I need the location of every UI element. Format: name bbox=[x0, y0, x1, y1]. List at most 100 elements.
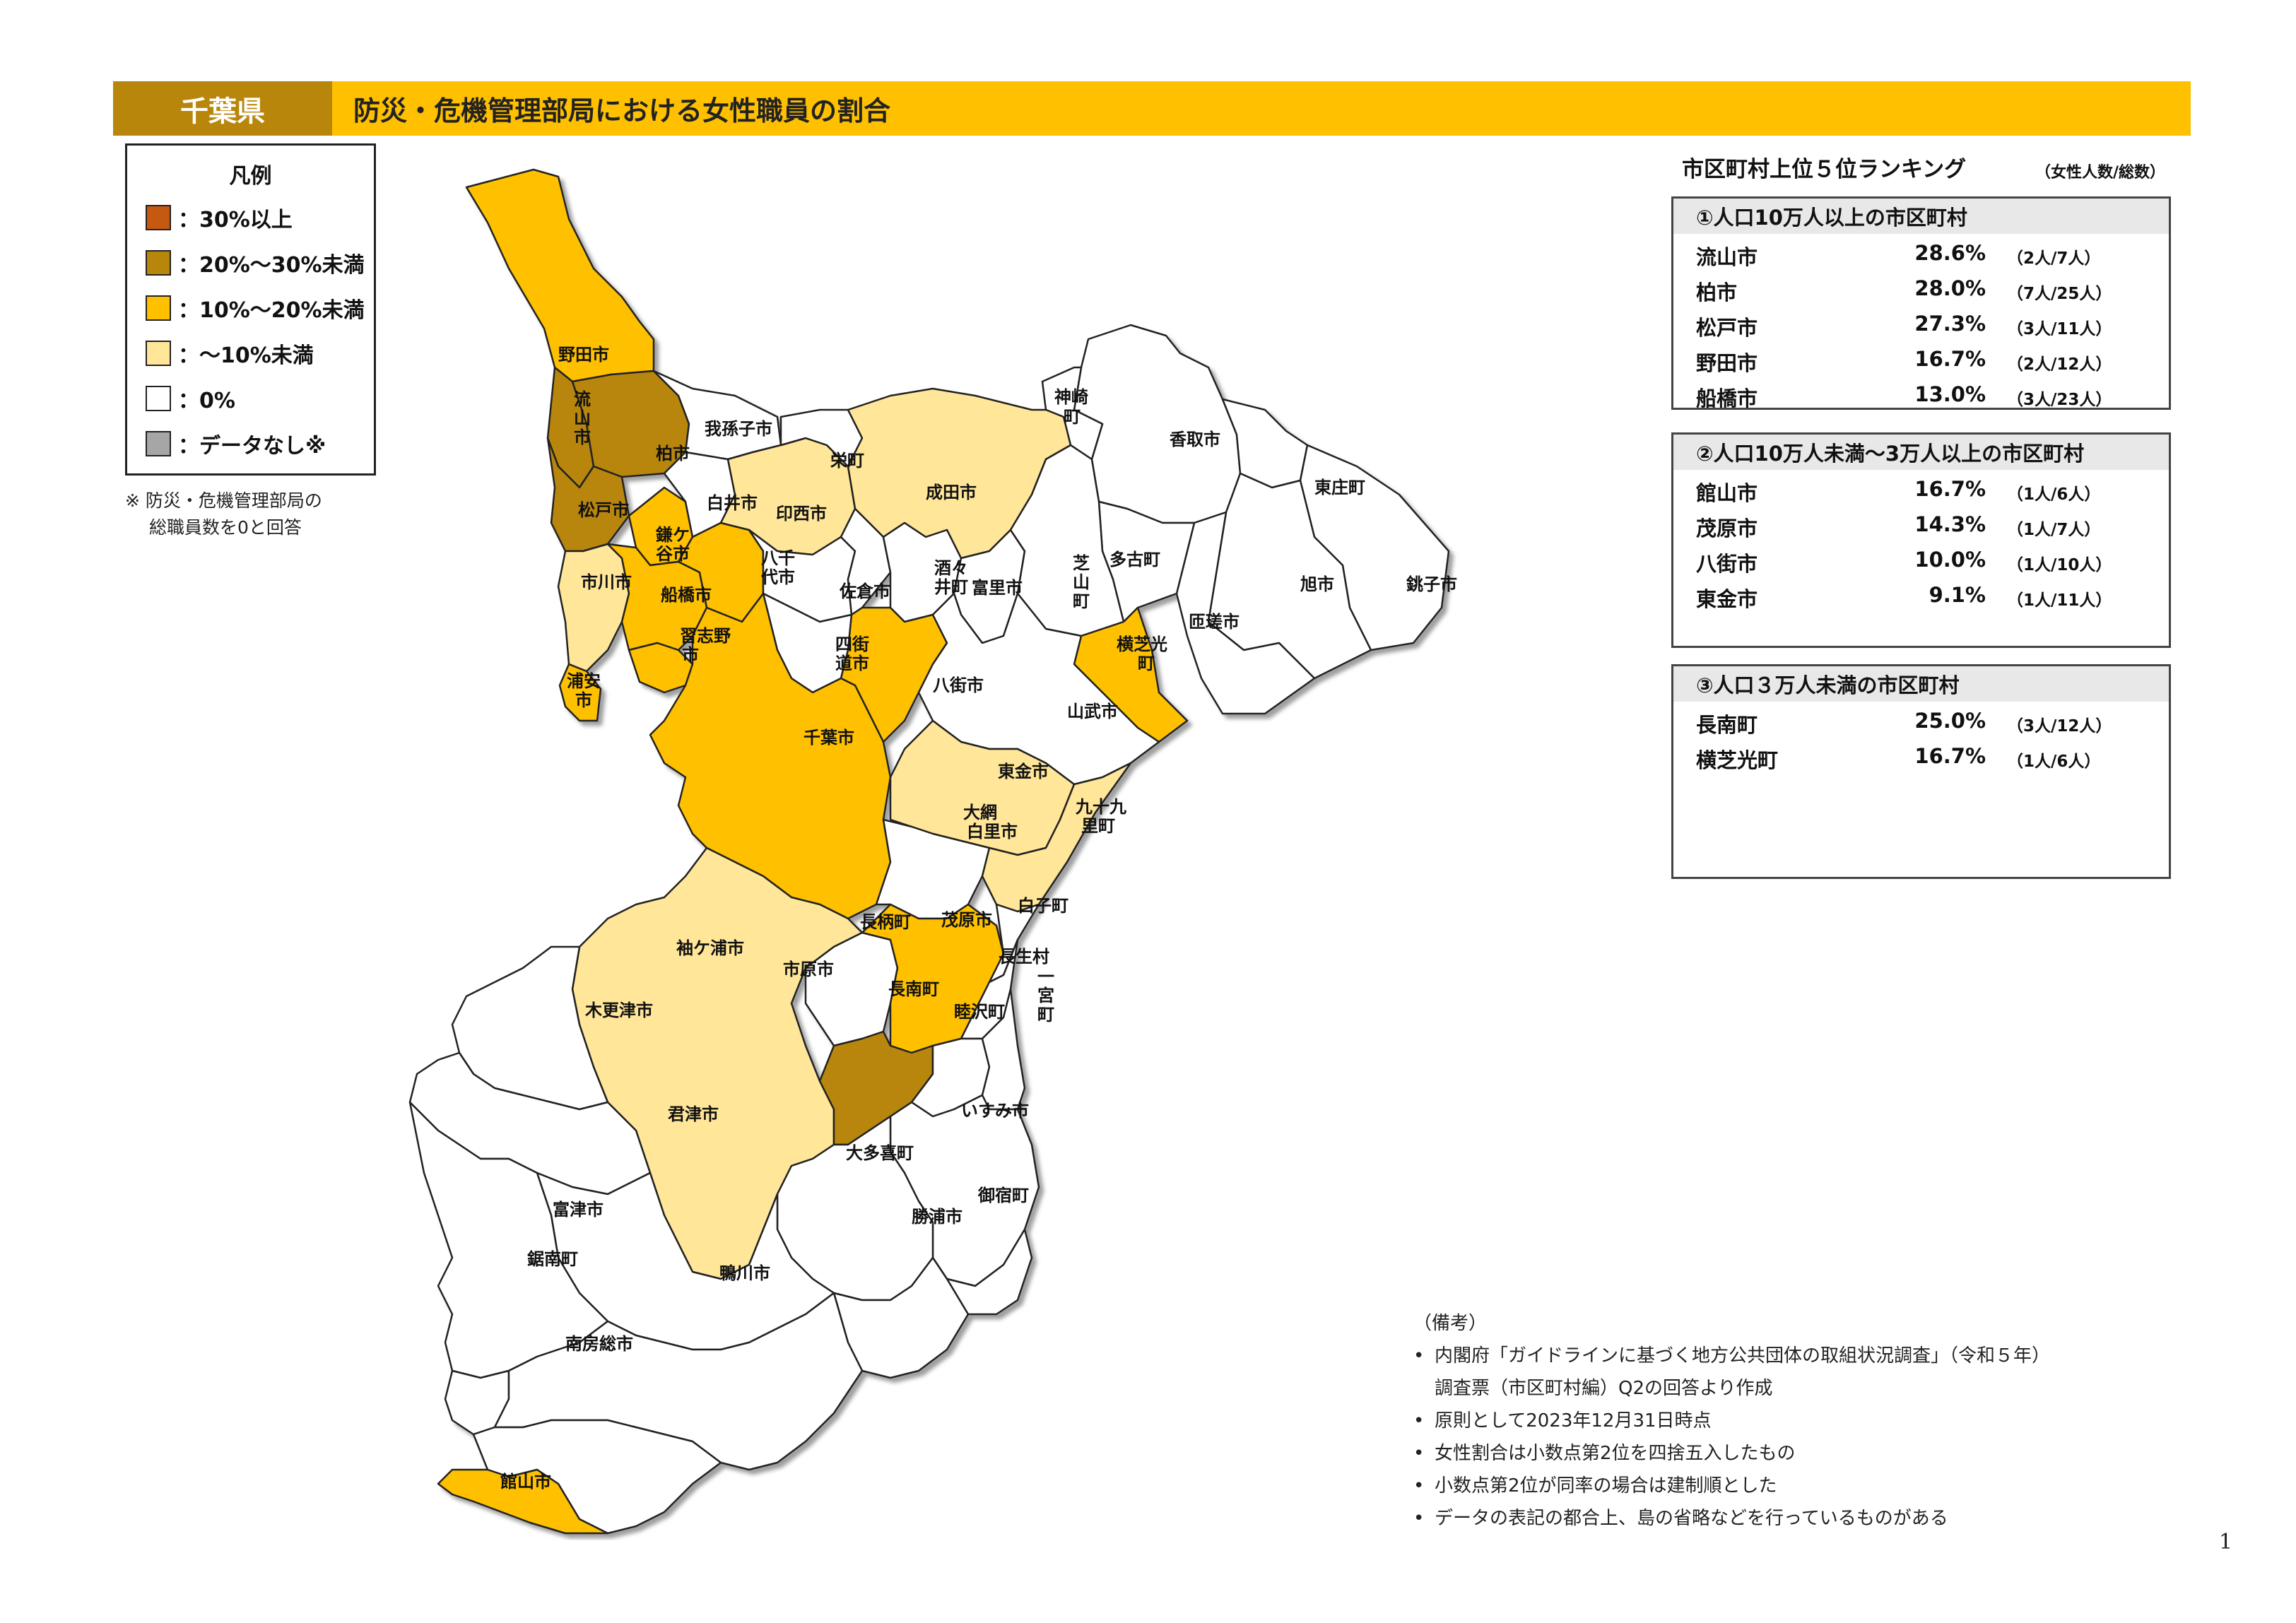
notes-heading: （備考） bbox=[1413, 1313, 1488, 1334]
label-sakae: 栄町 bbox=[830, 451, 864, 471]
label-sakura: 佐倉市 bbox=[839, 582, 890, 601]
ranking-heading: ①人口10万人以上の市区町村 bbox=[1673, 199, 2169, 234]
legend-label: ：30%以上 bbox=[178, 208, 293, 232]
rank-name: 柏市 bbox=[1696, 281, 1738, 305]
rank-count: （1人/7人） bbox=[2007, 521, 2101, 539]
rank-name: 館山市 bbox=[1696, 481, 1758, 505]
label-sammu: 山武市 bbox=[1067, 702, 1118, 721]
notes: （備考） 内閣府「ガイドラインに基づく地方公共団体の取組状況調査」（令和５年） … bbox=[1413, 1307, 2050, 1535]
label-mutsuzawa: 睦沢町 bbox=[954, 1002, 1005, 1022]
label-narashino-2: 市 bbox=[682, 645, 699, 665]
legend-label: ：10%～20%未満 bbox=[178, 298, 365, 323]
rank-pct: 25.0% bbox=[1914, 709, 1986, 733]
rank-name: 野田市 bbox=[1696, 351, 1758, 375]
ranking-row: 流山市 28.6% （2人/7人） bbox=[1696, 235, 2148, 271]
note-item: 原則として2023年12月31日時点 bbox=[1413, 1405, 2050, 1437]
rank-pct: 9.1% bbox=[1929, 583, 1986, 607]
label-sosa: 匝瑳市 bbox=[1189, 612, 1240, 632]
rank-pct: 16.7% bbox=[1914, 477, 1986, 501]
label-narashino-1: 習志野 bbox=[680, 626, 731, 646]
label-sodegaura: 袖ケ浦市 bbox=[676, 938, 744, 958]
label-shibayama-1: 芝 bbox=[1073, 553, 1090, 573]
region-ichikawa bbox=[557, 543, 630, 673]
label-yachimata: 八街市 bbox=[933, 675, 984, 695]
rank-count: （3人/12人） bbox=[2007, 717, 2112, 736]
label-urayasu-2: 市 bbox=[575, 690, 592, 710]
legend-item-30: ：30%以上 bbox=[146, 202, 293, 233]
ranking-box-3: ③人口３万人未満の市区町村 長南町 25.0% （3人/12人） 横芝光町 16… bbox=[1671, 664, 2171, 879]
rank-count: （7人/25人） bbox=[2007, 285, 2112, 303]
label-choshi: 銚子市 bbox=[1406, 574, 1457, 594]
label-ichinomiya-1: 一 bbox=[1037, 967, 1054, 986]
rank-pct: 16.7% bbox=[1914, 347, 1986, 371]
label-katori: 香取市 bbox=[1170, 430, 1220, 449]
label-nagareyama-1: 流 bbox=[574, 389, 591, 409]
label-chiba: 千葉市 bbox=[803, 728, 854, 748]
rank-count: （2人/7人） bbox=[2007, 249, 2101, 268]
note-item: データの表記の都合上、島の省略などを行っているものがある bbox=[1413, 1502, 2050, 1535]
region-tateyama bbox=[437, 1468, 609, 1535]
rank-name: 流山市 bbox=[1696, 245, 1758, 269]
ranking-box-1: ①人口10万人以上の市区町村 流山市 28.6% （2人/7人） 柏市 28.0… bbox=[1671, 196, 2171, 412]
rank-count: （3人/11人） bbox=[2007, 320, 2112, 338]
chiba-map: 野田市 流 山 市 柏市 我孫子市 松戸市 鎌ケ 谷市 白井市 印西市 栄町 成… bbox=[408, 168, 1457, 1535]
label-kyonan: 鋸南町 bbox=[527, 1249, 578, 1269]
label-tako: 多古町 bbox=[1109, 550, 1160, 569]
label-tateyama: 館山市 bbox=[500, 1472, 551, 1492]
label-otaki: 大多喜町 bbox=[846, 1143, 914, 1163]
ranking-heading: ②人口10万人未満～3万人以上の市区町村 bbox=[1673, 435, 2169, 470]
rank-pct: 10.0% bbox=[1914, 548, 1986, 572]
label-futtsu: 富津市 bbox=[553, 1200, 604, 1220]
label-shirako: 白子町 bbox=[1018, 896, 1068, 916]
rank-name: 東金市 bbox=[1696, 587, 1758, 611]
legend-swatch bbox=[146, 386, 171, 411]
label-oamishirasato-2: 白里市 bbox=[967, 822, 1018, 842]
legend-item-0-10: ：～10%未満 bbox=[146, 338, 314, 369]
ranking-row: 船橋市 13.0% （3人/23人） bbox=[1696, 377, 2148, 412]
label-yotsukaido-1: 四街 bbox=[835, 635, 869, 654]
legend-item-20-30: ：20%～30%未満 bbox=[146, 247, 365, 278]
rank-name: 長南町 bbox=[1696, 713, 1758, 737]
label-isumi: いすみ市 bbox=[961, 1101, 1029, 1121]
label-tomisato: 富里市 bbox=[972, 578, 1023, 598]
ranking-row: 松戸市 27.3% （3人/11人） bbox=[1696, 306, 2148, 341]
label-nagareyama-3: 市 bbox=[574, 427, 591, 447]
label-kamagaya-1: 鎌ケ bbox=[656, 525, 690, 545]
label-kujukuri-1: 九十九 bbox=[1075, 797, 1126, 817]
label-tonosho: 東庄町 bbox=[1314, 478, 1365, 497]
label-ichinomiya-3: 町 bbox=[1037, 1005, 1054, 1025]
ranking-box-2: ②人口10万人未満～3万人以上の市区町村 館山市 16.7% （1人/6人） 茂… bbox=[1671, 432, 2171, 648]
rank-count: （2人/12人） bbox=[2007, 355, 2112, 374]
ranking-row: 長南町 25.0% （3人/12人） bbox=[1696, 703, 2148, 738]
label-ichikawa: 市川市 bbox=[581, 572, 632, 592]
note-item: 内閣府「ガイドラインに基づく地方公共団体の取組状況調査」（令和５年） bbox=[1413, 1340, 2050, 1372]
label-chosei: 長生村 bbox=[999, 947, 1049, 967]
ranking-title: 市区町村上位５位ランキング bbox=[1682, 157, 1967, 182]
label-oamishirasato-1: 大網 bbox=[963, 803, 997, 822]
label-minamiboso: 南房総市 bbox=[565, 1334, 633, 1354]
legend-swatch bbox=[146, 341, 171, 366]
ranking-row: 館山市 16.7% （1人/6人） bbox=[1696, 471, 2148, 507]
label-kisarazu: 木更津市 bbox=[584, 1001, 653, 1020]
rank-count: （1人/6人） bbox=[2007, 753, 2101, 771]
region-ichinomiya bbox=[981, 988, 1026, 1111]
label-abiko: 我孫子市 bbox=[705, 419, 772, 439]
note-item-cont: 調査票（市区町村編）Q2の回答より作成 bbox=[1435, 1378, 1773, 1399]
rank-name: 横芝光町 bbox=[1696, 748, 1779, 772]
label-kujukuri-2: 里町 bbox=[1081, 816, 1115, 836]
label-nagareyama-2: 山 bbox=[574, 408, 591, 428]
rank-count: （1人/6人） bbox=[2007, 485, 2101, 504]
legend-label: ：データなし※ bbox=[178, 434, 326, 459]
rank-count: （1人/10人） bbox=[2007, 556, 2112, 574]
label-shisui-1: 酒々 bbox=[934, 558, 968, 578]
page-number: 1 bbox=[2219, 1530, 2233, 1554]
region-funabashi bbox=[606, 543, 708, 651]
legend-swatch bbox=[146, 431, 171, 456]
rank-count: （1人/11人） bbox=[2007, 591, 2112, 610]
label-yotsukaido-2: 道市 bbox=[835, 654, 869, 673]
rank-name: 茂原市 bbox=[1696, 517, 1758, 541]
label-chonan: 長南町 bbox=[888, 979, 939, 999]
legend-label: ：0% bbox=[178, 389, 235, 413]
note-item: 小数点第2位が同率の場合は建制順とした bbox=[1413, 1470, 2050, 1502]
label-mobara: 茂原市 bbox=[941, 910, 992, 930]
